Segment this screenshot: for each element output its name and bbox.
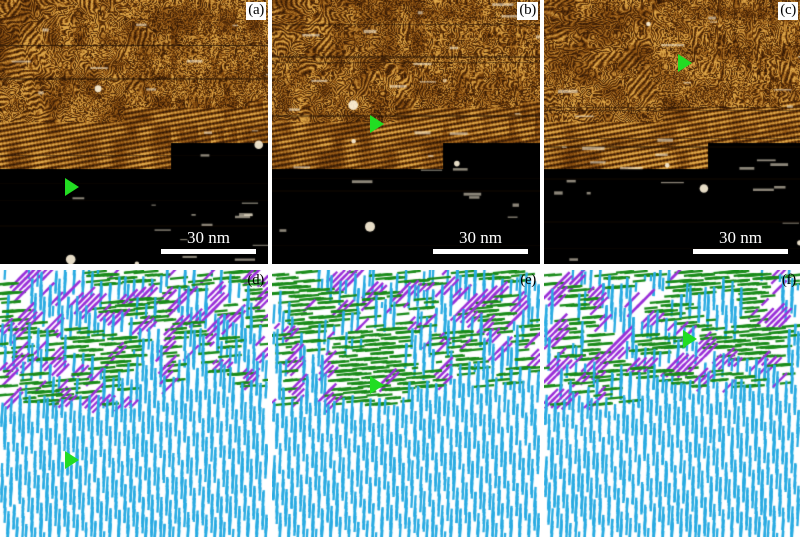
panel-label-e: (e): [520, 272, 536, 288]
panel-a: 30 nm (a): [0, 0, 268, 264]
segmentation-map-f: [544, 270, 800, 537]
domain-marker-arrow-b: [369, 115, 384, 134]
segmentation-canvas-f: [544, 270, 800, 537]
scale-bar-line-a: [161, 249, 256, 254]
panel-label-d: (d): [247, 272, 264, 288]
stm-image-b: [272, 0, 540, 264]
domain-marker-arrow-c: [677, 54, 692, 73]
stm-image-c: [544, 0, 800, 264]
segmentation-canvas-d: [0, 270, 268, 537]
scale-bar-line-b: [433, 249, 528, 254]
scale-bar-c: 30 nm: [693, 228, 788, 254]
domain-marker-arrow-d: [65, 450, 80, 469]
stm-image-row: 30 nm (a) 30 nm (b) 30 nm: [0, 0, 800, 264]
panel-e: (e): [272, 270, 540, 537]
scale-bar-a: 30 nm: [161, 228, 256, 254]
scale-bar-label-c: 30 nm: [719, 228, 762, 247]
scale-bar-line-c: [693, 249, 788, 254]
stm-canvas-b: [272, 0, 540, 264]
panel-label-c: (c): [778, 2, 798, 20]
segmentation-map-d: [0, 270, 268, 537]
panel-f: (f): [544, 270, 800, 537]
stm-canvas-c: [544, 0, 800, 264]
panel-label-b: (b): [517, 2, 538, 20]
scale-bar-b: 30 nm: [433, 228, 528, 254]
panel-label-a: (a): [246, 2, 266, 20]
panel-label-f: (f): [781, 272, 796, 288]
domain-marker-arrow-a: [65, 178, 80, 197]
panel-d: (d): [0, 270, 268, 537]
domain-marker-arrow-f: [682, 330, 697, 349]
domain-marker-arrow-e: [369, 375, 384, 394]
segmentation-map-e: [272, 270, 540, 537]
stm-canvas-a: [0, 0, 268, 264]
stm-image-a: [0, 0, 268, 264]
segmentation-map-row: (d) (e) (f): [0, 270, 800, 537]
panel-c: 30 nm (c): [544, 0, 800, 264]
panel-b: 30 nm (b): [272, 0, 540, 264]
scale-bar-label-b: 30 nm: [459, 228, 502, 247]
segmentation-canvas-e: [272, 270, 540, 537]
scale-bar-label-a: 30 nm: [187, 228, 230, 247]
